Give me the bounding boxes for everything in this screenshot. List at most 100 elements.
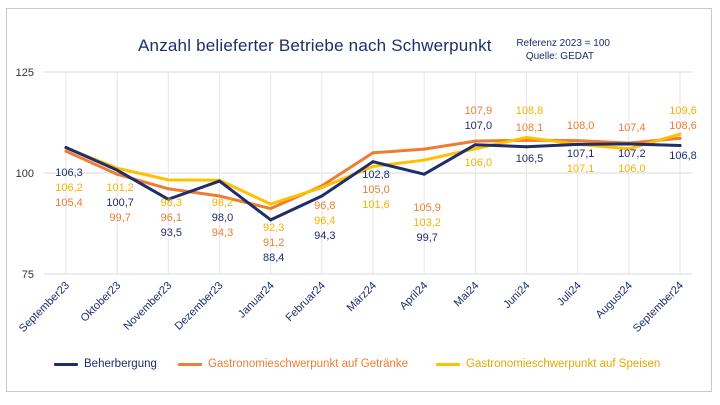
data-point bbox=[371, 160, 375, 164]
data-point bbox=[678, 132, 682, 136]
source-note: Quelle: GEDAT bbox=[525, 51, 594, 62]
data-label: 98,2 bbox=[212, 197, 233, 209]
x-tick-label: Dezember23 bbox=[173, 280, 226, 333]
data-label: 96,8 bbox=[314, 200, 335, 212]
data-point bbox=[627, 142, 631, 146]
x-tick-label: April24 bbox=[398, 280, 431, 313]
legend-label-speisen: Gastronomieschwerpunkt auf Speisen bbox=[466, 358, 661, 370]
data-label: 108,6 bbox=[669, 120, 697, 132]
data-point bbox=[525, 138, 528, 142]
data-label: 98,3 bbox=[161, 197, 182, 209]
x-tick-label: September23 bbox=[17, 280, 72, 335]
data-label: 103,2 bbox=[413, 217, 441, 229]
data-label: 106,3 bbox=[55, 167, 83, 179]
data-label: 88,4 bbox=[263, 252, 284, 264]
reference-note: Referenz 2023 = 100 bbox=[516, 38, 610, 49]
data-point bbox=[218, 179, 221, 183]
data-label: 108,0 bbox=[567, 120, 595, 132]
data-label: 106,0 bbox=[618, 163, 646, 175]
legend-item-beherbergung: Beherbergung bbox=[54, 358, 157, 370]
y-tick-label: 75 bbox=[22, 269, 34, 281]
x-tick-label: November23 bbox=[121, 280, 174, 333]
data-point bbox=[115, 172, 119, 176]
data-label: 107,1 bbox=[567, 148, 595, 160]
data-label: 94,3 bbox=[314, 230, 335, 242]
data-label: 98,0 bbox=[212, 212, 233, 224]
data-point bbox=[473, 139, 477, 143]
data-label: 108,1 bbox=[516, 122, 544, 134]
data-point bbox=[166, 178, 170, 182]
x-tick-label: Juli24 bbox=[555, 280, 584, 309]
data-point bbox=[320, 186, 324, 190]
legend-swatch-beherbergung bbox=[54, 362, 78, 366]
data-label: 105,9 bbox=[413, 202, 441, 214]
legend-item-getraenke: Gastronomieschwerpunkt auf Getränke bbox=[178, 358, 408, 370]
data-label: 106,5 bbox=[516, 153, 544, 165]
data-label: 106,2 bbox=[55, 182, 83, 194]
x-tick-label: September24 bbox=[631, 280, 686, 335]
data-point bbox=[64, 146, 68, 150]
data-label: 94,3 bbox=[212, 227, 233, 239]
legend-label-getraenke: Gastronomieschwerpunkt auf Getränke bbox=[208, 358, 409, 370]
data-label: 107,1 bbox=[567, 163, 595, 175]
data-point bbox=[166, 197, 170, 201]
data-label: 106,0 bbox=[465, 157, 493, 169]
data-point bbox=[473, 143, 477, 147]
data-point bbox=[269, 207, 273, 211]
data-label: 101,2 bbox=[106, 182, 134, 194]
chart-title: Anzahl belieferter Betriebe nach Schwerp… bbox=[138, 36, 492, 55]
data-label: 107,2 bbox=[618, 148, 646, 160]
data-label: 106,8 bbox=[669, 150, 697, 162]
data-point bbox=[371, 151, 375, 155]
data-label: 108,8 bbox=[516, 105, 544, 117]
data-point bbox=[525, 145, 528, 149]
x-tick-label: Juni24 bbox=[501, 280, 532, 311]
legend-item-speisen: Gastronomieschwerpunkt auf Speisen bbox=[436, 358, 660, 370]
legend-swatch-speisen bbox=[436, 362, 460, 366]
legend-label-beherbergung: Beherbergung bbox=[84, 358, 157, 370]
data-point bbox=[422, 158, 426, 162]
y-tick-label: 125 bbox=[16, 67, 34, 79]
data-point bbox=[269, 218, 273, 222]
data-label: 109,6 bbox=[669, 105, 697, 117]
data-point bbox=[678, 136, 682, 140]
x-tick-label: August24 bbox=[594, 280, 635, 321]
data-label: 101,6 bbox=[362, 199, 390, 211]
x-tick-label: Januar24 bbox=[236, 280, 277, 321]
data-point bbox=[64, 149, 68, 153]
data-label: 96,4 bbox=[314, 215, 335, 227]
data-label: 107,9 bbox=[465, 105, 493, 117]
data-label: 99,7 bbox=[416, 232, 437, 244]
legend: Beherbergung Gastronomieschwerpunkt auf … bbox=[0, 358, 720, 374]
data-point bbox=[525, 135, 528, 139]
data-label: 107,4 bbox=[618, 122, 646, 134]
y-tick-label: 100 bbox=[16, 168, 34, 180]
x-tick-label: Mai24 bbox=[452, 280, 482, 310]
legend-swatch-getraenke bbox=[178, 362, 202, 366]
data-point bbox=[166, 187, 170, 191]
data-label: 107,0 bbox=[465, 120, 493, 132]
data-label: 91,2 bbox=[263, 237, 284, 249]
data-label: 102,8 bbox=[362, 169, 390, 181]
data-point bbox=[473, 147, 477, 151]
data-point bbox=[269, 202, 273, 206]
data-label: 105,4 bbox=[55, 197, 83, 209]
data-point bbox=[422, 172, 426, 176]
data-label: 96,1 bbox=[161, 212, 182, 224]
data-point bbox=[627, 147, 631, 151]
data-label: 92,3 bbox=[263, 222, 284, 234]
data-point bbox=[218, 194, 221, 198]
data-label: 105,0 bbox=[362, 184, 390, 196]
data-point bbox=[115, 168, 119, 172]
data-label: 93,5 bbox=[161, 227, 182, 239]
x-tick-label: März24 bbox=[345, 280, 379, 314]
data-label: 100,7 bbox=[106, 197, 134, 209]
x-tick-label: Februar24 bbox=[284, 280, 328, 324]
data-point bbox=[576, 139, 580, 143]
data-point bbox=[371, 165, 375, 169]
x-tick-label: Oktober23 bbox=[78, 280, 123, 325]
data-point bbox=[320, 194, 324, 198]
data-point bbox=[422, 147, 426, 151]
data-label: 99,7 bbox=[109, 212, 130, 224]
